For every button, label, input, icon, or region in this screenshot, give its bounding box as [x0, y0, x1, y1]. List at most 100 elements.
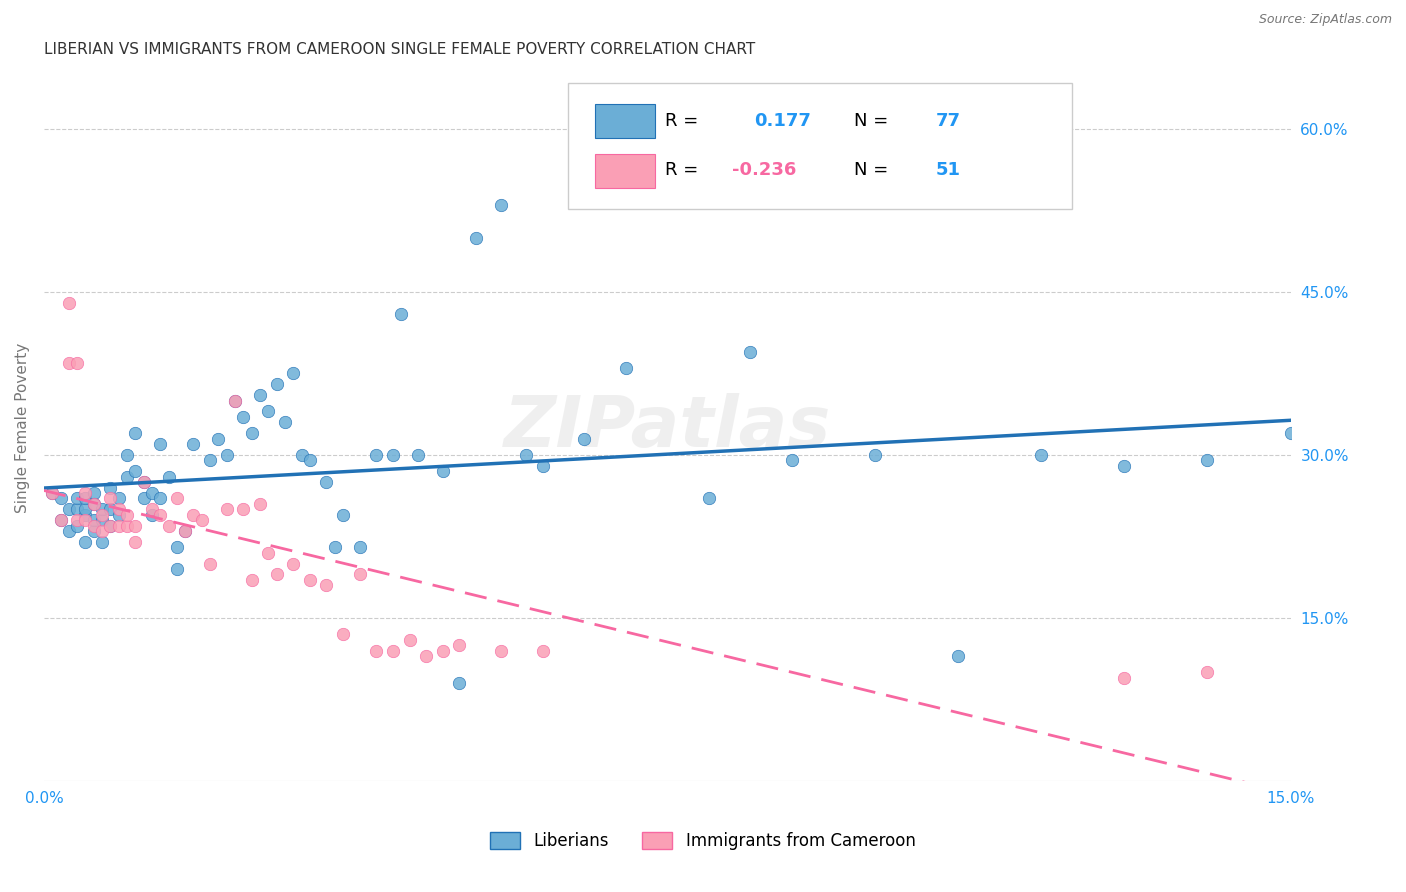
Point	[183, 437, 205, 451]
FancyBboxPatch shape	[595, 153, 655, 187]
Point	[283, 557, 305, 571]
Point	[381, 643, 404, 657]
Point	[166, 562, 188, 576]
Point	[91, 524, 114, 538]
Point	[132, 475, 155, 489]
Point	[215, 502, 238, 516]
Point	[66, 518, 89, 533]
Point	[83, 486, 105, 500]
Text: LIBERIAN VS IMMIGRANTS FROM CAMEROON SINGLE FEMALE POVERTY CORRELATION CHART: LIBERIAN VS IMMIGRANTS FROM CAMEROON SIN…	[44, 42, 755, 57]
Point	[149, 437, 172, 451]
Point	[149, 491, 172, 506]
Point	[75, 534, 97, 549]
Point	[83, 513, 105, 527]
Point	[249, 388, 271, 402]
Point	[531, 458, 554, 473]
Point	[298, 573, 321, 587]
Point	[224, 393, 246, 408]
Point	[132, 491, 155, 506]
Point	[198, 557, 221, 571]
FancyBboxPatch shape	[595, 104, 655, 138]
Point	[66, 355, 89, 369]
Point	[183, 508, 205, 522]
Point	[398, 632, 420, 647]
Text: Source: ZipAtlas.com: Source: ZipAtlas.com	[1258, 13, 1392, 27]
Point	[66, 491, 89, 506]
Point	[83, 497, 105, 511]
Point	[1197, 665, 1219, 680]
Point	[66, 513, 89, 527]
Point	[406, 448, 429, 462]
Point	[366, 643, 388, 657]
Point	[366, 448, 388, 462]
Point	[323, 541, 346, 555]
Point	[740, 344, 762, 359]
Point	[166, 491, 188, 506]
Text: -0.236: -0.236	[733, 161, 796, 179]
Point	[240, 573, 263, 587]
Y-axis label: Single Female Poverty: Single Female Poverty	[15, 343, 30, 513]
Point	[1031, 448, 1053, 462]
Point	[174, 524, 197, 538]
Point	[780, 453, 803, 467]
Point	[58, 295, 80, 310]
Point	[266, 377, 288, 392]
Text: R =: R =	[665, 161, 697, 179]
Point	[449, 638, 471, 652]
Point	[107, 518, 129, 533]
Point	[274, 415, 297, 429]
Point	[332, 508, 354, 522]
Point	[432, 643, 454, 657]
Point	[115, 508, 138, 522]
Point	[115, 448, 138, 462]
Point	[232, 502, 254, 516]
Point	[115, 518, 138, 533]
Point	[91, 502, 114, 516]
Point	[489, 198, 512, 212]
Point	[266, 567, 288, 582]
Point	[381, 448, 404, 462]
Point	[75, 502, 97, 516]
Point	[224, 393, 246, 408]
Point	[515, 448, 537, 462]
Point	[489, 643, 512, 657]
Point	[41, 486, 63, 500]
Point	[1197, 453, 1219, 467]
Point	[257, 546, 280, 560]
Point	[41, 486, 63, 500]
Point	[257, 404, 280, 418]
Point	[531, 643, 554, 657]
Text: 0.177: 0.177	[755, 112, 811, 129]
Point	[1114, 458, 1136, 473]
Point	[249, 497, 271, 511]
Point	[332, 627, 354, 641]
Point	[449, 676, 471, 690]
Point	[58, 355, 80, 369]
Point	[174, 524, 197, 538]
Point	[100, 518, 122, 533]
Point	[58, 502, 80, 516]
Point	[66, 502, 89, 516]
Point	[75, 513, 97, 527]
Point	[389, 307, 412, 321]
Point	[49, 513, 72, 527]
Point	[141, 486, 163, 500]
Point	[91, 534, 114, 549]
Point	[1114, 671, 1136, 685]
Point	[697, 491, 720, 506]
Point	[100, 518, 122, 533]
Point	[207, 432, 229, 446]
Point	[465, 230, 488, 244]
Point	[124, 426, 146, 441]
Point	[283, 367, 305, 381]
Point	[240, 426, 263, 441]
Point	[91, 508, 114, 522]
Point	[132, 475, 155, 489]
Point	[75, 508, 97, 522]
Point	[124, 464, 146, 478]
Point	[83, 518, 105, 533]
Text: N =: N =	[855, 161, 889, 179]
Point	[75, 491, 97, 506]
Point	[349, 567, 371, 582]
FancyBboxPatch shape	[568, 83, 1073, 209]
